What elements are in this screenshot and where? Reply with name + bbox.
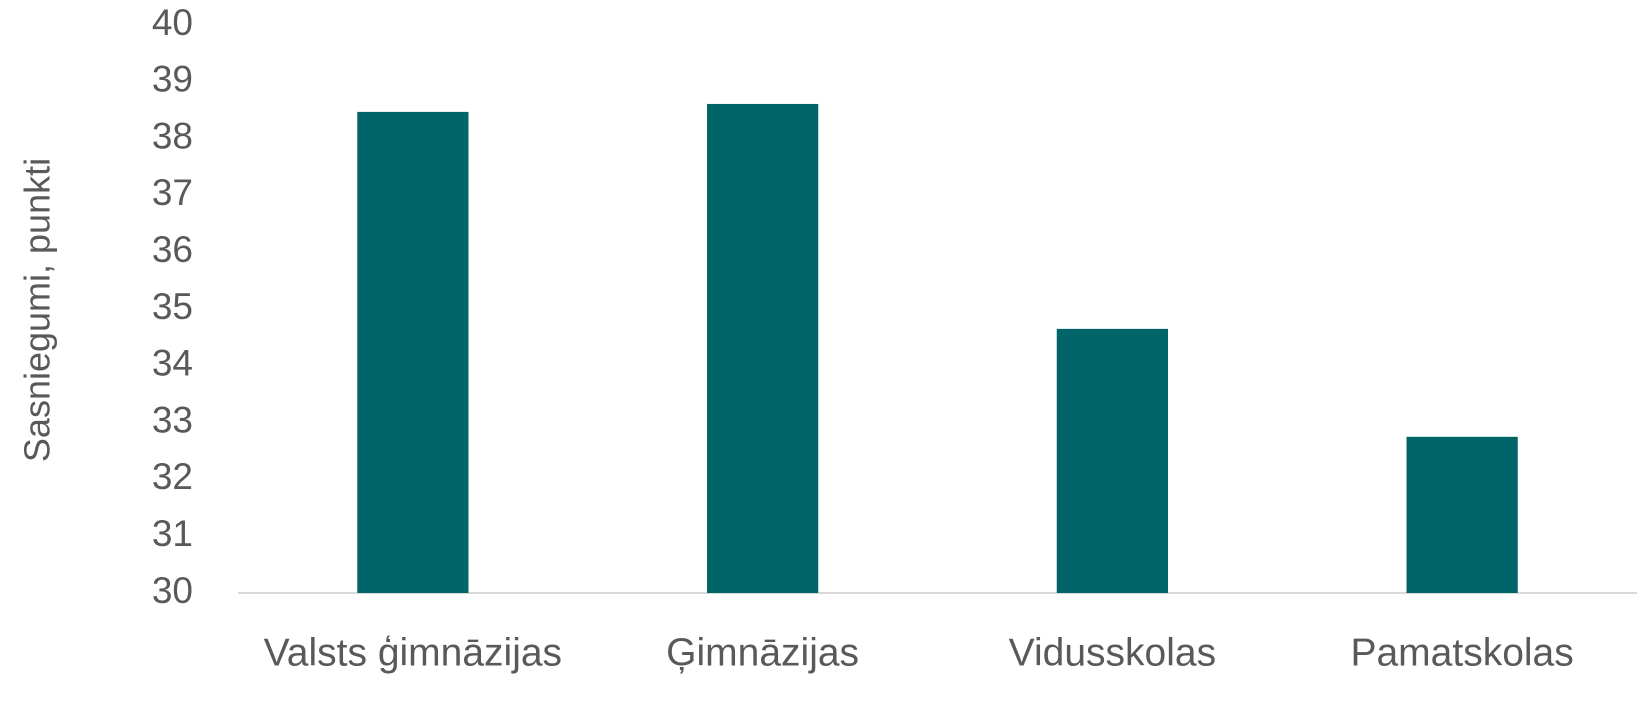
y-tick-label: 38: [152, 115, 193, 156]
y-axis-label: Sasniegumi, punkti: [17, 158, 58, 462]
bar: [707, 103, 819, 594]
y-tick-label: 32: [152, 456, 193, 497]
y-tick-label: 39: [152, 59, 193, 100]
y-tick-label: 34: [152, 343, 193, 384]
bar: [1056, 328, 1168, 593]
y-tick-label: 37: [152, 172, 193, 213]
y-tick-label: 35: [152, 286, 193, 327]
bar: [1406, 436, 1518, 593]
y-tick-label: 40: [152, 2, 193, 43]
x-tick-label: Ģimnāzijas: [666, 631, 859, 674]
x-tick-label: Valsts ģimnāzijas: [264, 631, 562, 674]
y-tick-label: 36: [152, 229, 193, 270]
x-tick-label: Pamatskolas: [1350, 631, 1573, 674]
y-tick-label: 31: [152, 513, 193, 554]
x-tick-label: Vidusskolas: [1009, 631, 1216, 674]
y-tick-label: 33: [152, 399, 193, 440]
bar: [357, 111, 469, 594]
y-tick-label: 30: [152, 570, 193, 611]
